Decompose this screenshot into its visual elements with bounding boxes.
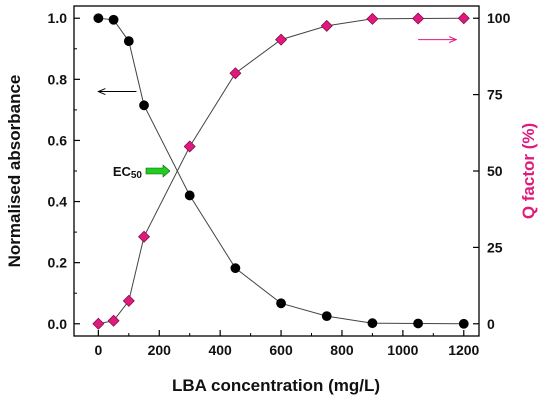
y-left-tick-label: 0.2 bbox=[48, 255, 68, 271]
data-point-circle bbox=[321, 311, 332, 322]
x-tick-label: 600 bbox=[269, 342, 293, 358]
data-point-diamond bbox=[92, 317, 105, 330]
data-point-diamond bbox=[412, 12, 425, 25]
y-right-axis-ticks: 0 25 50 75 100 bbox=[473, 10, 511, 332]
data-point-circle bbox=[276, 298, 286, 309]
data-point-diamond bbox=[138, 230, 151, 243]
x-tick-label: 0 bbox=[94, 342, 102, 358]
data-point-circle bbox=[184, 190, 195, 201]
x-tick-label: 1000 bbox=[387, 342, 418, 358]
x-axis-ticks: 0 200 400 600 800 1000 1200 bbox=[94, 330, 480, 358]
y-right-axis-title: Q factor (%) bbox=[519, 123, 538, 219]
y-right-tick-label: 100 bbox=[487, 10, 511, 26]
x-tick-label: 1200 bbox=[448, 342, 479, 358]
data-point-circle bbox=[108, 14, 119, 25]
data-point-diamond bbox=[122, 294, 135, 307]
data-point-circle bbox=[230, 263, 241, 274]
y-left-axis-title: Normalised absorbance bbox=[5, 75, 24, 268]
annotations: EC50 bbox=[98, 40, 456, 181]
x-axis-title: LBA concentration (mg/L) bbox=[172, 376, 380, 395]
ec50-label: EC50 bbox=[113, 164, 143, 181]
data-point-circle bbox=[413, 318, 423, 329]
data-point-circle bbox=[139, 100, 149, 111]
data-point-diamond bbox=[366, 12, 379, 25]
series-markers bbox=[92, 12, 470, 330]
data-point-diamond bbox=[107, 314, 120, 327]
y-right-tick-label: 75 bbox=[487, 87, 503, 103]
data-point-diamond bbox=[275, 33, 288, 46]
data-point-diamond bbox=[320, 19, 333, 32]
y-left-tick-label: 0.0 bbox=[48, 316, 68, 332]
data-point-diamond bbox=[229, 67, 242, 80]
data-point-circle bbox=[367, 318, 378, 329]
y-right-tick-label: 25 bbox=[487, 239, 503, 255]
y-left-axis-ticks: 0.0 0.2 0.4 0.6 0.8 1.0 bbox=[48, 10, 80, 332]
data-point-circle bbox=[93, 13, 104, 24]
x-tick-label: 200 bbox=[148, 342, 172, 358]
x-tick-label: 800 bbox=[330, 342, 354, 358]
data-point-diamond bbox=[183, 140, 196, 153]
y-left-tick-label: 0.6 bbox=[48, 132, 68, 148]
y-right-tick-label: 50 bbox=[487, 163, 503, 179]
x-tick-label: 400 bbox=[208, 342, 232, 358]
y-right-tick-label: 0 bbox=[487, 316, 495, 332]
y-left-tick-label: 0.4 bbox=[48, 194, 68, 210]
ec50-arrow bbox=[145, 164, 171, 178]
y-left-tick-label: 1.0 bbox=[48, 10, 68, 26]
data-point-circle bbox=[458, 318, 469, 329]
data-point-circle bbox=[123, 36, 134, 47]
y-left-tick-label: 0.8 bbox=[48, 71, 68, 87]
data-point-diamond bbox=[457, 12, 470, 25]
